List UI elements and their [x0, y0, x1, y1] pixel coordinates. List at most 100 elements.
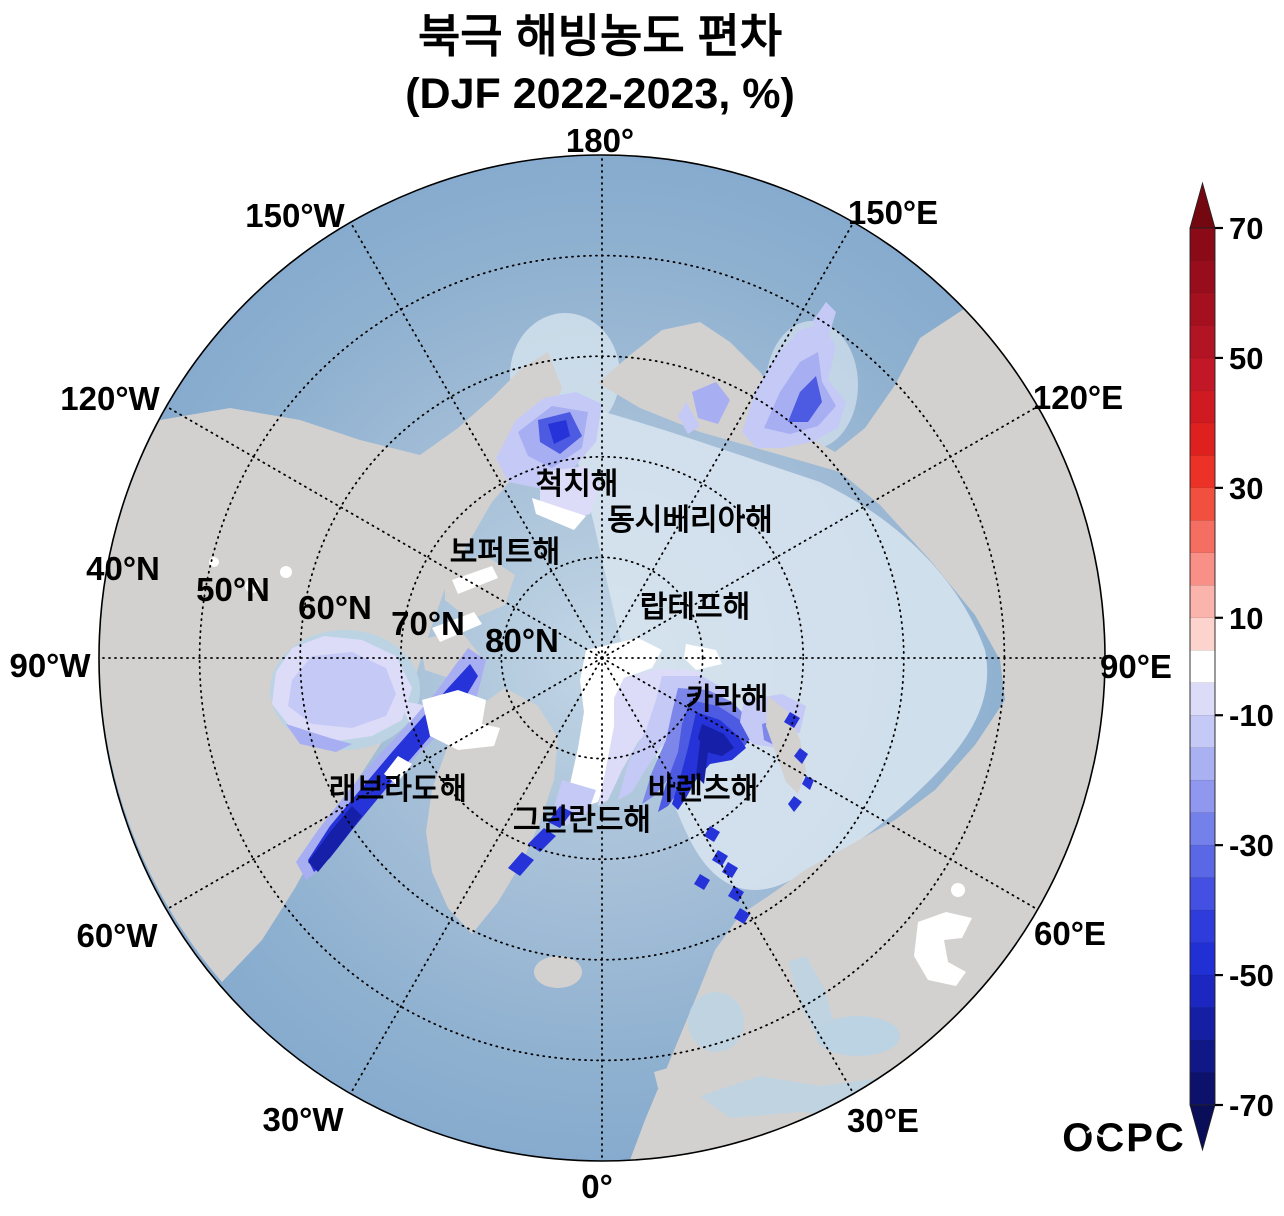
anomaly-barents-core — [672, 712, 746, 810]
colorbar-band-9 — [1189, 520, 1216, 554]
colorbar-tick-label-50: 50 — [1229, 341, 1263, 376]
lon-label-90w: 90°W — [9, 647, 91, 684]
colorbar-band-10 — [1189, 552, 1216, 586]
lat-label-80n: 80°N — [485, 622, 559, 659]
colorbar-band-16 — [1189, 747, 1216, 781]
lat-circle-1 — [399, 455, 805, 861]
lon-label-60e: 60°E — [1034, 915, 1106, 952]
colorbar-band-2 — [1189, 292, 1216, 327]
anomaly-hudson-mid — [288, 652, 396, 728]
colorbar-outline — [1189, 227, 1216, 1106]
sea-label-east-siberian: 동시베리아해 — [607, 504, 773, 537]
colorbar-tick-label--70: -70 — [1229, 1088, 1274, 1123]
colorbar-band-15 — [1189, 715, 1216, 749]
sea-label-laptev: 랍테프해 — [640, 591, 750, 624]
baltic-sea — [788, 956, 836, 1042]
meridian-2 — [601, 405, 1039, 659]
land-iceland — [534, 956, 582, 988]
colorbar-band-22 — [1189, 942, 1216, 976]
colorbar-tick-label-70: 70 — [1229, 211, 1263, 246]
sea-label-chukchi: 척치해 — [536, 468, 619, 501]
colorbar-band-6 — [1189, 422, 1216, 457]
north-sea — [688, 992, 744, 1052]
lon-label-30w: 30°W — [262, 1101, 344, 1138]
sea-label-barents: 바렌츠해 — [648, 773, 758, 806]
colorbar-band-19 — [1189, 844, 1216, 879]
meridian-8 — [165, 657, 603, 911]
land-british-isles — [654, 1040, 706, 1096]
colorbar-band-7 — [1189, 455, 1216, 489]
map-rim — [98, 154, 1106, 1162]
anomaly-barents-darkest — [696, 724, 734, 784]
lake-white-1 — [245, 579, 259, 593]
anomaly-hudson-edge — [286, 724, 352, 752]
colorbar-band-21 — [1189, 909, 1216, 944]
ocpc-logo: OCPC — [1062, 1116, 1186, 1160]
colorbar-band-12 — [1189, 617, 1216, 651]
anomaly-greenland-sea-dashes — [508, 806, 572, 876]
colorbar: 70 50 30 10 -10 -30 -50 -70 — [1189, 181, 1274, 1152]
meridian-11 — [349, 221, 603, 659]
lat-label-60n: 60°N — [298, 589, 372, 626]
colorbar-band-25 — [1189, 1039, 1216, 1074]
lon-label-0: 0° — [581, 1168, 613, 1205]
lat-circle-0 — [500, 556, 704, 760]
colorbar-band-23 — [1189, 974, 1216, 1009]
sea-label-labrador: 래브라도해 — [329, 773, 467, 806]
lon-label-90e: 90°E — [1100, 648, 1172, 685]
colorbar-tick-label--50: -50 — [1229, 958, 1274, 993]
colorbar-arrow-bottom — [1189, 1104, 1216, 1152]
lon-label-120e: 120°E — [1033, 379, 1123, 416]
page-subtitle: (DJF 2022-2023, %) — [405, 70, 795, 118]
meridian-7 — [349, 657, 603, 1095]
lon-label-120w: 120°W — [60, 380, 160, 417]
colorbar-band-1 — [1189, 260, 1216, 294]
colorbar-band-26 — [1189, 1072, 1216, 1106]
colorbar-band-3 — [1189, 325, 1216, 359]
meridian-5 — [601, 657, 855, 1095]
black-sea — [816, 1016, 900, 1056]
colorbar-tick-label-10: 10 — [1229, 601, 1263, 636]
anomaly-labrador-white-bits — [384, 700, 462, 784]
anomaly-ellesmere-white — [422, 690, 500, 750]
lon-label-150e: 150°E — [848, 194, 938, 231]
colorbar-band-24 — [1189, 1007, 1216, 1041]
anomaly-chukchi-white — [532, 498, 586, 530]
archipelago-channels — [432, 566, 498, 642]
anomaly-east-siberian — [692, 382, 730, 424]
colorbar-band-20 — [1189, 877, 1216, 911]
lon-label-180: 180° — [566, 122, 634, 159]
lat-label-70n: 70°N — [391, 605, 465, 642]
anomaly-okhotsk-tip — [812, 302, 836, 338]
meridian-1 — [601, 221, 855, 659]
colorbar-tick-label--10: -10 — [1229, 698, 1274, 733]
lon-label-150w: 150°W — [245, 197, 345, 234]
lat-label-40n: 40°N — [86, 550, 160, 587]
meridian-10 — [165, 405, 603, 659]
lake-white-2 — [280, 566, 292, 578]
ocpc-logo-wave-icon — [1086, 1128, 1108, 1138]
colorbar-band-17 — [1189, 779, 1216, 814]
colorbar-band-4 — [1189, 357, 1216, 392]
colorbar-band-0 — [1189, 227, 1216, 262]
lon-label-30e: 30°E — [847, 1102, 919, 1139]
page-title: 북극 해빙농도 편차 — [418, 10, 782, 62]
colorbar-tick-label-30: 30 — [1229, 471, 1263, 506]
polar-map — [99, 155, 1105, 1161]
sea-label-kara: 카라해 — [686, 683, 769, 716]
colorbar-band-8 — [1189, 487, 1216, 522]
lat-label-50n: 50°N — [196, 571, 270, 608]
anomaly-novaya-zemlya-specks — [784, 712, 814, 812]
colorbar-band-14 — [1189, 682, 1216, 716]
colorbar-band-5 — [1189, 390, 1216, 424]
colorbar-band-13 — [1189, 650, 1216, 684]
lake-balkhash-white — [951, 883, 965, 897]
anomaly-barents-tail-specks — [694, 826, 750, 924]
colorbar-arrow-top — [1189, 181, 1216, 229]
colorbar-tick-label--30: -30 — [1229, 828, 1274, 863]
lake-caspian-white — [914, 912, 972, 986]
land-eurasia — [598, 309, 1105, 1160]
meridian-4 — [601, 657, 1039, 911]
colorbar-band-18 — [1189, 812, 1216, 846]
